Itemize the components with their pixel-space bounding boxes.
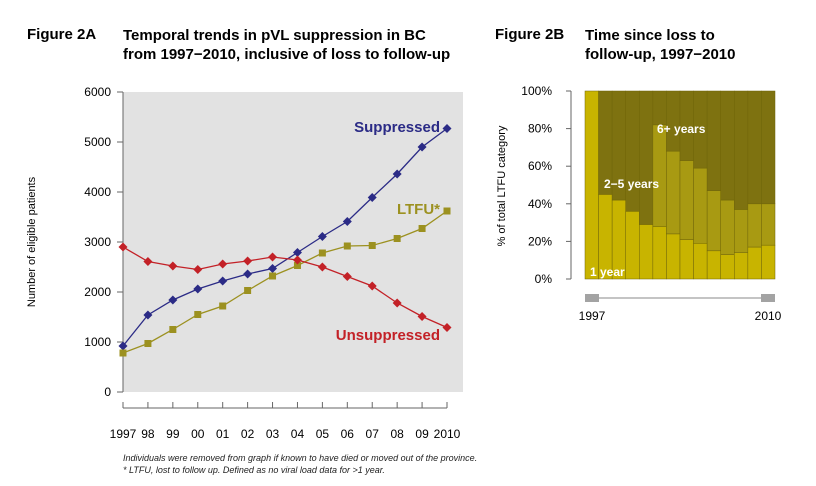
y-tick-label: 5000 (84, 135, 111, 149)
figure-2b-label: Figure 2B (495, 26, 565, 43)
series-line-ltfu (122, 210, 448, 354)
data-point-unsuppressed (342, 272, 352, 281)
x-tick-label: 98 (141, 427, 155, 441)
data-point-ltfu (418, 225, 426, 232)
data-point-suppressed (417, 142, 427, 152)
x-tick-label: 06 (341, 427, 355, 441)
footnote: Individuals were removed from graph if k… (123, 452, 477, 476)
data-point-suppressed (367, 193, 377, 202)
x-tick-label: 02 (241, 427, 255, 441)
data-point-ltfu (393, 235, 401, 242)
data-point-suppressed (317, 232, 327, 241)
data-point-suppressed (392, 169, 402, 179)
y-tick-label: 3000 (84, 235, 111, 249)
data-point-unsuppressed (243, 256, 253, 266)
x-tick-label: 04 (291, 427, 305, 441)
data-point-ltfu (219, 302, 227, 310)
x-tick-label: 07 (366, 427, 380, 441)
figure-2b-title-line2: follow-up, 1997−2010 (585, 46, 736, 63)
data-point-ltfu (318, 249, 326, 257)
data-point-ltfu (144, 340, 152, 347)
data-point-unsuppressed (392, 298, 402, 308)
data-point-unsuppressed (292, 255, 302, 265)
data-point-suppressed (268, 264, 278, 273)
data-point-suppressed (118, 341, 128, 351)
x-tick-label: 08 (390, 427, 404, 441)
y-tick-label: 2000 (84, 285, 111, 299)
y-tick-label: 4000 (84, 185, 111, 199)
data-point-ltfu (343, 242, 351, 250)
data-point-unsuppressed (442, 323, 452, 332)
x-tick-label: 00 (191, 427, 205, 441)
y-tick-label: 1000 (84, 335, 111, 349)
figure-2a-label: Figure 2A (27, 26, 97, 43)
data-point-suppressed (193, 284, 203, 294)
y-axis-title: Number of eligible patients (26, 176, 38, 307)
y-tick-label: 0 (104, 385, 111, 399)
series-label-unsuppressed: Unsuppressed (336, 327, 440, 344)
x-tick-label: 05 (316, 427, 330, 441)
data-point-suppressed (168, 295, 178, 305)
y-tick-label: 6000 (84, 85, 111, 99)
data-point-suppressed (218, 276, 228, 286)
data-point-ltfu (244, 287, 252, 294)
series-line-suppressed (122, 127, 448, 347)
figure-2b-title: Time since loss to follow-up, 1997−2010 (585, 26, 735, 64)
x-tick-label: 2010 (434, 427, 461, 441)
data-point-suppressed (292, 248, 302, 257)
data-point-unsuppressed (218, 259, 228, 269)
figure-2a-title-line1: Temporal trends in pVL suppression in BC (123, 27, 426, 44)
x-tick-label: 1997 (110, 427, 137, 441)
data-point-suppressed (342, 217, 352, 226)
series-label-suppressed: Suppressed (354, 119, 440, 136)
plot-area (123, 92, 463, 392)
data-point-unsuppressed (317, 262, 327, 272)
figure-2a-title: Temporal trends in pVL suppression in BC… (123, 26, 450, 64)
x-tick-label: 03 (266, 427, 280, 441)
data-point-ltfu (194, 311, 202, 318)
footnote-line1: Individuals were removed from graph if k… (123, 453, 478, 463)
data-point-suppressed (143, 310, 153, 320)
figure-2a-title-line2: from 1997−2010, inclusive of loss to fol… (123, 46, 451, 63)
data-point-unsuppressed (367, 281, 377, 291)
data-point-ltfu (293, 262, 301, 269)
x-tick-label: 01 (216, 427, 230, 441)
data-point-unsuppressed (193, 265, 203, 274)
x-tick-label: 99 (166, 427, 180, 441)
data-point-unsuppressed (268, 252, 278, 262)
data-point-suppressed (243, 269, 253, 279)
figure-2b-title-line1: Time since loss to (585, 27, 715, 44)
data-point-suppressed (442, 124, 452, 133)
series-line-unsuppressed (122, 246, 448, 329)
series-label-ltfu: LTFU* (397, 201, 440, 218)
data-point-ltfu (269, 272, 277, 280)
data-point-ltfu (169, 326, 177, 333)
data-point-unsuppressed (143, 257, 153, 266)
data-point-ltfu (443, 207, 451, 215)
footnote-line2: * LTFU, lost to follow up. Defined as no… (123, 465, 385, 475)
data-point-ltfu (368, 242, 376, 249)
x-tick-label: 09 (415, 427, 429, 441)
data-point-ltfu (119, 349, 127, 357)
data-point-unsuppressed (417, 312, 427, 321)
data-point-unsuppressed (118, 242, 128, 252)
data-point-unsuppressed (168, 261, 178, 271)
